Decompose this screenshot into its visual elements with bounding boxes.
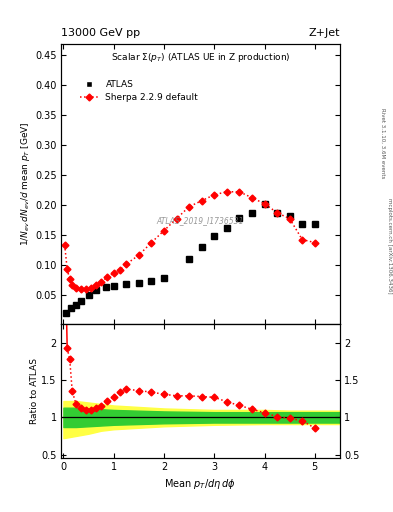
ATLAS	[64, 309, 68, 315]
Line: Sherpa 2.2.9 default: Sherpa 2.2.9 default	[62, 189, 317, 292]
ATLAS	[224, 225, 229, 231]
Sherpa 2.2.9 default	[287, 216, 292, 222]
ATLAS	[149, 278, 154, 284]
Sherpa 2.2.9 default	[237, 189, 242, 195]
Text: 13000 GeV pp: 13000 GeV pp	[61, 28, 140, 38]
Text: Scalar $\Sigma(p_T)$ (ATLAS UE in Z production): Scalar $\Sigma(p_T)$ (ATLAS UE in Z prod…	[111, 51, 290, 63]
Sherpa 2.2.9 default	[136, 252, 141, 258]
Sherpa 2.2.9 default	[118, 267, 122, 273]
Sherpa 2.2.9 default	[224, 189, 229, 195]
Text: mcplots.cern.ch [arXiv:1306.3436]: mcplots.cern.ch [arXiv:1306.3436]	[387, 198, 392, 293]
ATLAS	[312, 221, 317, 227]
ATLAS	[250, 209, 254, 216]
Sherpa 2.2.9 default	[94, 282, 99, 288]
Sherpa 2.2.9 default	[73, 285, 78, 291]
Sherpa 2.2.9 default	[250, 195, 254, 201]
Sherpa 2.2.9 default	[111, 270, 116, 276]
ATLAS	[111, 283, 116, 289]
Sherpa 2.2.9 default	[162, 227, 166, 233]
Y-axis label: Ratio to ATLAS: Ratio to ATLAS	[29, 358, 39, 424]
ATLAS	[94, 287, 99, 293]
ATLAS	[124, 281, 129, 287]
Sherpa 2.2.9 default	[70, 282, 75, 288]
Sherpa 2.2.9 default	[89, 285, 94, 291]
ATLAS	[199, 244, 204, 250]
Sherpa 2.2.9 default	[99, 279, 103, 285]
ATLAS	[136, 280, 141, 286]
Sherpa 2.2.9 default	[187, 204, 191, 210]
Sherpa 2.2.9 default	[84, 286, 88, 292]
Sherpa 2.2.9 default	[67, 276, 72, 282]
Sherpa 2.2.9 default	[262, 201, 267, 207]
ATLAS	[187, 255, 191, 262]
ATLAS	[162, 275, 166, 281]
ATLAS	[86, 291, 91, 297]
Sherpa 2.2.9 default	[312, 240, 317, 246]
Sherpa 2.2.9 default	[149, 240, 154, 246]
Sherpa 2.2.9 default	[212, 191, 217, 198]
Sherpa 2.2.9 default	[275, 209, 279, 216]
X-axis label: Mean $p_T/d\eta\, d\phi$: Mean $p_T/d\eta\, d\phi$	[165, 477, 236, 490]
Sherpa 2.2.9 default	[65, 266, 70, 272]
ATLAS	[275, 209, 279, 216]
Y-axis label: $1/N_{ev}\, dN_{ev}/d$ mean $p_T$ [GeV]: $1/N_{ev}\, dN_{ev}/d$ mean $p_T$ [GeV]	[19, 122, 32, 246]
ATLAS	[237, 215, 242, 221]
Sherpa 2.2.9 default	[79, 286, 83, 292]
ATLAS	[287, 212, 292, 219]
Sherpa 2.2.9 default	[300, 237, 305, 243]
Sherpa 2.2.9 default	[174, 216, 179, 222]
ATLAS	[262, 201, 267, 207]
ATLAS	[69, 305, 73, 311]
Sherpa 2.2.9 default	[199, 198, 204, 204]
Line: ATLAS: ATLAS	[63, 201, 318, 315]
Sherpa 2.2.9 default	[62, 242, 67, 248]
Text: Rivet 3.1.10, 3.6M events: Rivet 3.1.10, 3.6M events	[381, 108, 386, 179]
ATLAS	[73, 302, 78, 308]
ATLAS	[212, 233, 217, 239]
ATLAS	[104, 284, 108, 290]
ATLAS	[300, 221, 305, 227]
ATLAS	[79, 297, 83, 304]
Sherpa 2.2.9 default	[124, 261, 129, 267]
Text: Z+Jet: Z+Jet	[309, 28, 340, 38]
Sherpa 2.2.9 default	[105, 274, 110, 280]
Text: ATLAS_2019_I1736531: ATLAS_2019_I1736531	[157, 216, 244, 225]
Legend: ATLAS, Sherpa 2.2.9 default: ATLAS, Sherpa 2.2.9 default	[77, 76, 202, 106]
